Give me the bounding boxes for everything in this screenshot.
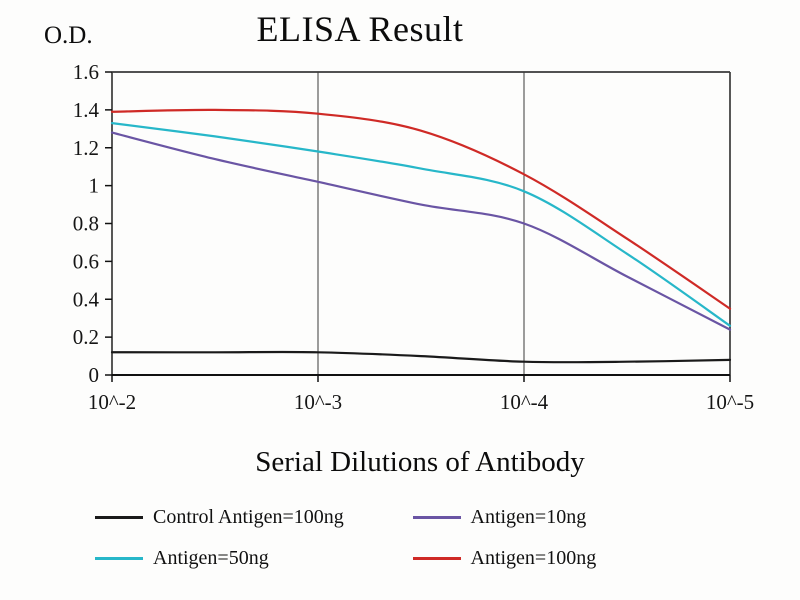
legend-item-antigen-100ng: Antigen=100ng — [412, 547, 721, 570]
legend-label: Control Antigen=100ng — [153, 506, 344, 528]
svg-text:1.4: 1.4 — [73, 98, 100, 122]
legend-line-swatch-cyan — [95, 557, 143, 560]
legend: Control Antigen=100ng Antigen=10ng Antig… — [95, 506, 720, 570]
elisa-line-chart: 10^-2 10^-3 10^-4 10^-5 0 0.2 0.4 0.6 0.8 1 1.2 1.4… — [73, 60, 754, 414]
x-axis-label: Serial Dilutions of Antibody — [255, 446, 585, 478]
chart-title: ELISA Result — [256, 9, 464, 49]
svg-text:10^-5: 10^-5 — [706, 390, 754, 414]
svg-text:0.8: 0.8 — [73, 212, 99, 236]
svg-text:10^-4: 10^-4 — [500, 390, 549, 414]
legend-label: Antigen=50ng — [153, 547, 269, 569]
svg-text:1: 1 — [89, 174, 100, 198]
legend-label: Antigen=100ng — [470, 547, 597, 569]
legend-line-swatch-black — [95, 516, 143, 519]
legend-line-swatch-red — [412, 557, 461, 560]
svg-text:10^-3: 10^-3 — [294, 390, 342, 414]
svg-text:1.2: 1.2 — [73, 136, 99, 160]
legend-item-antigen-50ng: Antigen=50ng — [95, 547, 403, 570]
svg-text:10^-2: 10^-2 — [88, 390, 136, 414]
svg-text:1.6: 1.6 — [73, 60, 99, 84]
svg-text:0.4: 0.4 — [73, 287, 100, 311]
svg-text:0.2: 0.2 — [73, 325, 99, 349]
legend-item-control-antigen-100ng: Control Antigen=100ng — [95, 506, 403, 529]
svg-text:0: 0 — [89, 363, 100, 387]
svg-text:0.6: 0.6 — [73, 249, 99, 273]
legend-label: Antigen=10ng — [470, 506, 587, 528]
y-axis-label: O.D. — [44, 22, 93, 49]
legend-line-swatch-purple — [412, 516, 461, 519]
legend-item-antigen-10ng: Antigen=10ng — [412, 506, 721, 529]
